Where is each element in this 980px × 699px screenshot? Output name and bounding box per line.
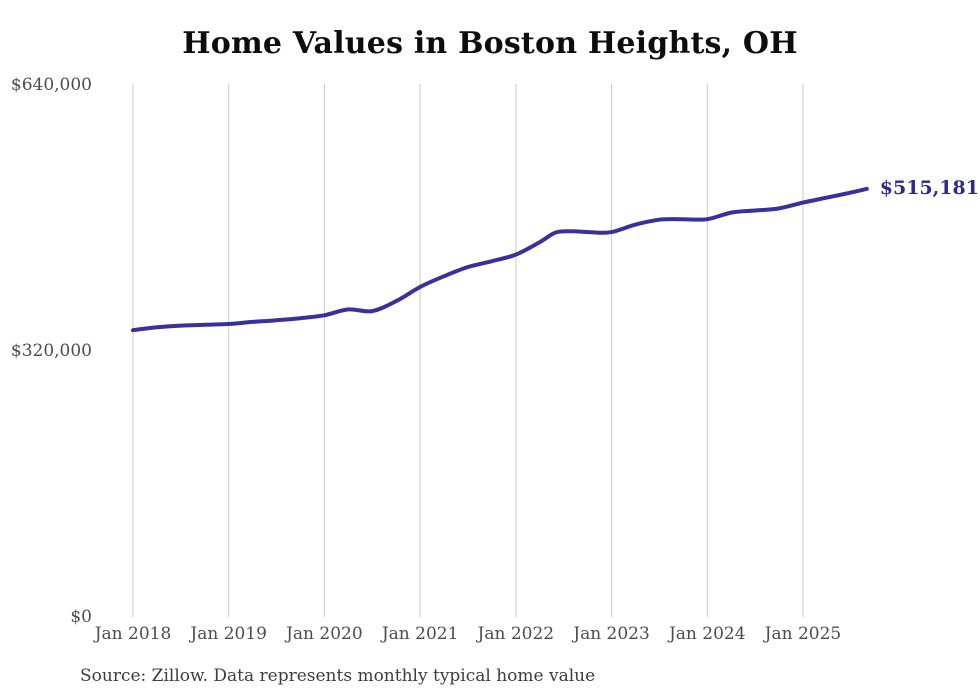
gridlines (132, 84, 804, 617)
y-tick-label: $640,000 (10, 75, 92, 95)
chart-title: Home Values in Boston Heights, OH (182, 26, 798, 61)
source-note: Source: Zillow. Data represents monthly … (80, 666, 596, 686)
x-tick-label: Jan 2019 (190, 624, 267, 644)
x-tick-label: Jan 2018 (94, 624, 172, 644)
x-tick-label: Jan 2023 (573, 624, 650, 644)
x-tick-label: Jan 2024 (668, 624, 746, 644)
x-tick-label: Jan 2022 (477, 624, 555, 644)
x-tick-label: Jan 2025 (764, 624, 842, 644)
home-value-line (131, 186, 869, 333)
y-tick-label: $320,000 (10, 341, 92, 361)
latest-value-label: $515,181 (879, 176, 979, 199)
x-tick-label: Jan 2020 (286, 624, 363, 644)
x-tick-label: Jan 2021 (381, 624, 459, 644)
y-tick-label: $0 (70, 607, 92, 627)
